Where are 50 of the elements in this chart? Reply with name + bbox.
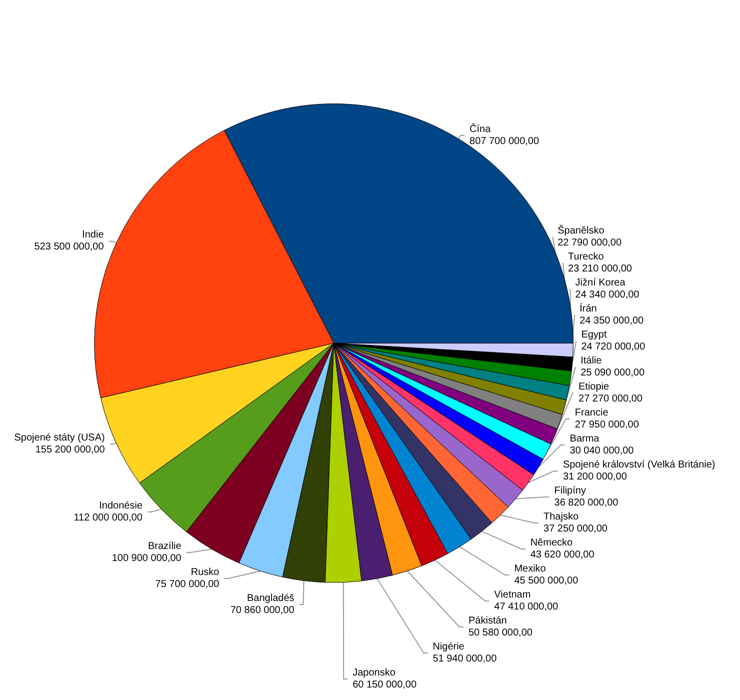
slice-label: Španělsko — [558, 224, 605, 236]
data-label: 24 340 000,00 — [575, 290, 640, 300]
data-label: 30 040 000,00 — [570, 446, 634, 456]
data-label: 51 940 000,00 — [432, 654, 498, 664]
slice-label: Etiopie — [578, 382, 610, 392]
data-label: 27 270 000,00 — [578, 394, 643, 404]
data-label: 36 820 000,00 — [554, 498, 619, 508]
slice-label: Barma — [570, 434, 600, 444]
slice-label: Německo — [530, 538, 574, 548]
data-label: 50 580 000,00 — [468, 628, 533, 638]
slice-label: Írán — [580, 302, 597, 314]
data-label: 37 250 000,00 — [544, 524, 608, 534]
data-label: 100 900 000,00 — [112, 553, 182, 564]
slice-label: Itálie — [580, 356, 602, 366]
slice-label: Brazílie — [148, 541, 182, 552]
slice-label: Pákistán — [468, 616, 507, 626]
data-label: 807 700 000,00 — [470, 136, 540, 147]
slice-label: Spojené státy (USA) — [14, 432, 105, 444]
slice-label: Japonsko — [352, 668, 396, 678]
data-label: 60 150 000,00 — [352, 680, 417, 690]
data-label: 24 720 000,00 — [581, 342, 646, 352]
slice-label: Indie — [82, 230, 104, 241]
slice-label: Nigérie — [432, 642, 465, 652]
slice-label: Spojené království (Velká Británie) — [562, 460, 716, 470]
data-label: 112 000 000,00 — [74, 512, 143, 524]
data-label: 45 500 000,00 — [514, 576, 579, 586]
slice-label: Indonésie — [99, 500, 143, 512]
data-label: 70 860 000,00 — [230, 605, 295, 616]
data-label: 24 350 000,00 — [580, 316, 644, 326]
slice-label: Egypt — [581, 330, 607, 340]
slice-label: Thajsko — [544, 512, 579, 522]
data-label: 47 410 000,00 — [494, 602, 559, 612]
slice-label: Filipíny — [554, 486, 586, 496]
data-label: 25 090 000,00 — [580, 368, 645, 378]
data-label: 31 200 000,00 — [562, 472, 628, 482]
data-label: 22 790 000,00 — [558, 238, 622, 248]
data-label: 27 950 000,00 — [574, 420, 640, 430]
slice-label: Čína — [470, 122, 492, 135]
data-label: 155 200 000,00 — [35, 444, 106, 456]
slice-label: Francie — [574, 408, 609, 418]
data-label: 43 620 000,00 — [530, 550, 595, 560]
slice-label: Bangladéš — [247, 593, 294, 604]
slice-label: Jižní Korea — [575, 278, 626, 288]
data-label: 523 500 000,00 — [34, 242, 104, 253]
slice-label: Mexiko — [514, 564, 546, 574]
data-label: 23 210 000,00 — [568, 264, 632, 274]
data-label: 75 700 000,00 — [155, 579, 220, 590]
slice-label: Rusko — [190, 567, 220, 578]
slice-label: Turecko — [568, 252, 604, 262]
slice-label: Vietnam — [494, 590, 531, 600]
